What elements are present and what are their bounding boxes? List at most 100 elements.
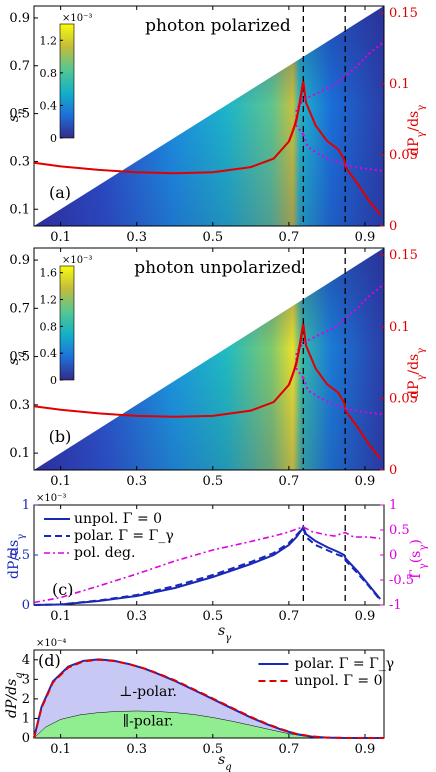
panel-label: (c) (52, 580, 73, 599)
y2-tick-label: -0.5 (389, 573, 414, 588)
panel-title: photon polarized (145, 16, 291, 36)
y2-tick-label: 1 (389, 498, 397, 513)
boundary-curve (302, 377, 385, 416)
y2-tick-label: 0.05 (389, 148, 418, 163)
plot-frame (33, 5, 385, 227)
x-tick-label: 0.9 (355, 609, 376, 624)
colorbar-tick-label: 1.2 (40, 294, 58, 307)
x-tick-label: 0.7 (279, 230, 300, 245)
y-tick-label: 0 (22, 731, 30, 746)
boundary-curve (295, 283, 385, 379)
y-tick-label: 0.3 (9, 398, 30, 413)
y2-tick-label: 0.05 (389, 391, 418, 406)
colorbar-tick-label: 0.4 (40, 99, 58, 112)
x-tick-label: 0.1 (50, 230, 71, 245)
y2-tick-label: 0.15 (389, 6, 418, 21)
x-tick-label: 0.3 (126, 609, 147, 624)
y-exponent: ×10⁻³ (36, 493, 66, 504)
x-axis-label: sγ (218, 623, 231, 644)
series-line-3 (33, 526, 381, 604)
y-tick-label: 0.3 (9, 154, 30, 169)
colorbar (59, 23, 75, 139)
panel-title: photon unpolarized (134, 258, 302, 278)
panel-label: (d) (38, 651, 61, 670)
y-tick-label: 0.5 (9, 350, 30, 365)
legend-label: polar. Γ = Γ_γ (74, 528, 174, 544)
y-exponent: ×10⁻⁴ (36, 638, 66, 649)
panel-c: 0 0.5 1 -1 -0.5 0 0.5 1 0.1 0.3 0.5 0.7 0.9 ×10⁻³ unpo… (6, 493, 429, 644)
y-tick-label: 0.5 (9, 107, 30, 122)
x-tick-label: 0.9 (355, 474, 376, 489)
spectrum-lobe (287, 81, 305, 142)
x-tick-label: 0.7 (279, 742, 300, 757)
annotation-perp: ⊥-polar. (119, 684, 177, 700)
colorbar-tick-label: 0 (50, 374, 57, 387)
y2-axis-label: dPγ/dsγ (406, 105, 427, 156)
panel-label: (b) (49, 427, 72, 446)
heatmap-shading (34, 6, 384, 226)
y-axis-label: dP/dsq (4, 672, 25, 718)
legend-label: pol. deg. (74, 545, 135, 561)
x-tick-label: 0.5 (202, 742, 223, 757)
panel-a: 0.1 0.3 0.5 0.7 0.9 0 0.05 0.1 0.15 0.1 0.3 0.5 0.7 0… (6, 5, 427, 245)
boundary-curve (302, 134, 385, 172)
unpol-curve (33, 658, 384, 739)
legend-label: unpol. Γ = 0 (74, 511, 162, 527)
y2-tick-label: -1 (389, 598, 402, 613)
y-tick-label: 2 (22, 692, 30, 707)
heatmap-shading (34, 248, 384, 470)
x-tick-label: 0.5 (202, 609, 223, 624)
colorbar-tick-label: 0 (50, 132, 57, 145)
x-tick-label: 0.7 (279, 474, 300, 489)
x-tick-label: 0.9 (355, 742, 376, 757)
x-tick-label: 0.3 (126, 230, 147, 245)
annotation-par: ∥-polar. (123, 713, 174, 729)
series-line-1 (33, 524, 381, 606)
y2-tick-label: 0 (389, 463, 397, 478)
y2-tick-label: 0.1 (389, 320, 410, 335)
x-tick-label: 0.3 (126, 742, 147, 757)
y-tick-label: 0.1 (9, 446, 30, 461)
y-tick-label: 0.7 (9, 59, 30, 74)
colorbar-tick-label: 0.8 (40, 320, 58, 333)
boundary-curve (295, 41, 385, 136)
colorbar-tick-label: 1.6 (40, 267, 58, 280)
y-tick-label: 0.1 (9, 202, 30, 217)
colorbar-exponent: ×10⁻³ (62, 13, 92, 24)
x-tick-label: 0.9 (355, 230, 376, 245)
y-tick-label: 3 (22, 672, 30, 687)
spectrum-lobe (287, 323, 305, 386)
y-tick-label: 1 (22, 711, 30, 726)
colorbar-tick-label: 0.4 (40, 347, 58, 360)
y-tick-label: 4 (22, 653, 30, 668)
y-axis-label: dP/dsγ (6, 534, 27, 579)
x-tick-label: 0.5 (202, 474, 223, 489)
y2-tick-label: 0 (389, 548, 397, 563)
x-tick-label: 0.5 (202, 230, 223, 245)
panel-b: 0.1 0.3 0.5 0.7 0.9 0 0.05 0.1 0.15 0.1 0.3 0.5 0.7 0… (6, 247, 427, 489)
x-tick-label: 0.3 (126, 474, 147, 489)
colorbar (59, 265, 75, 381)
colorbar-tick-label: 0.8 (40, 67, 58, 80)
y-axis-label: sq (6, 351, 27, 365)
y-tick-label: 0.9 (9, 253, 30, 268)
panel-label: (a) (49, 183, 71, 202)
legend-label: polar. Γ = Γ_γ (294, 656, 394, 672)
x-tick-label: 0.1 (50, 742, 71, 757)
y2-axis-label: Γγ(sγ) (408, 539, 429, 579)
x-axis-label: sq (218, 752, 232, 772)
y-tick-label: 0.5 (9, 548, 30, 563)
y-tick-label: 0 (22, 598, 30, 613)
plot-frame (33, 649, 385, 739)
x-tick-label: 0.7 (279, 609, 300, 624)
y2-tick-label: 0.15 (389, 248, 418, 263)
y-axis-label: sη (6, 109, 27, 122)
legend-label: unpol. Γ = 0 (294, 673, 382, 689)
colorbar-tick-label: 1.2 (40, 34, 58, 47)
plot-frame (33, 247, 385, 471)
y2-tick-label: 0.5 (389, 523, 410, 538)
y2-tick-label: 0.1 (389, 77, 410, 92)
series-line-2 (33, 526, 381, 606)
x-tick-label: 0.1 (50, 474, 71, 489)
